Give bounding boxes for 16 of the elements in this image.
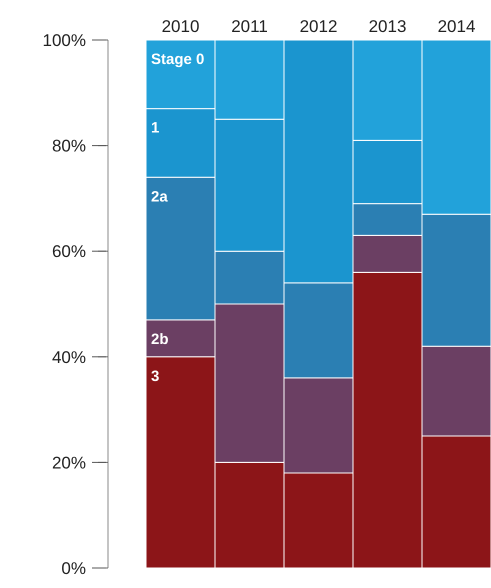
y-tick-label: 80% (52, 136, 86, 156)
x-tick-label: 2014 (438, 17, 476, 36)
x-tick-label: 2013 (368, 17, 406, 36)
x-tick-label: 2010 (162, 17, 200, 36)
series-label: 1 (151, 120, 160, 137)
y-tick-label: 60% (52, 242, 86, 262)
series-label: 3 (151, 368, 160, 385)
y-tick-label: 20% (52, 453, 86, 472)
x-tick-label: 2012 (300, 17, 338, 36)
y-tick-label: 0% (61, 559, 86, 578)
series-label: 2a (151, 188, 168, 206)
x-tick-label: 2011 (231, 17, 268, 36)
y-tick-label: 100% (42, 31, 86, 50)
series-label: Stage 0 (151, 51, 204, 68)
y-tick-label: 40% (52, 348, 86, 367)
series-label: 2b (151, 330, 169, 348)
